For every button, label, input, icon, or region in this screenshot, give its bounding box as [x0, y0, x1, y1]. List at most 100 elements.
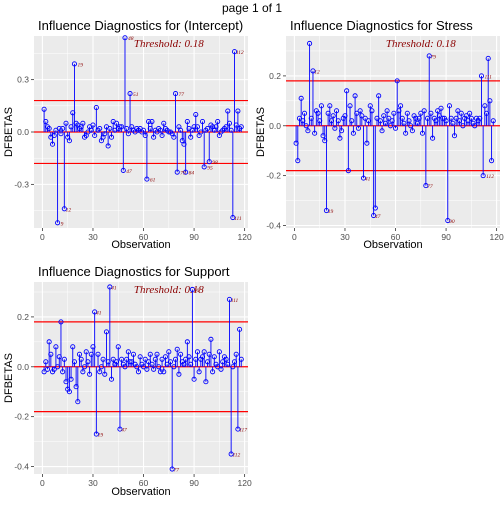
- support-point: [159, 356, 165, 362]
- stress-point: [320, 133, 326, 139]
- intercept-point: [149, 118, 155, 125]
- stress-point: [421, 108, 427, 114]
- intercept-point: [213, 124, 219, 130]
- stress-point: [352, 93, 358, 99]
- stress-point: [391, 110, 397, 116]
- intercept-point: [230, 214, 236, 221]
- stress-point: [418, 110, 424, 116]
- intercept-point: [43, 118, 49, 125]
- stress-point: [458, 110, 464, 116]
- support-point: [115, 344, 121, 350]
- chart-intercept: Influence Diagnostics for (Intercept) 9 12…: [0, 14, 252, 256]
- support-point: [51, 366, 57, 372]
- intercept-point-label: 112: [236, 50, 244, 56]
- stress-point: [443, 118, 449, 124]
- stress-point: [371, 212, 377, 219]
- stress-point: [367, 103, 373, 109]
- stress-point-label: 12: [314, 69, 320, 75]
- stress-plot-background: [286, 36, 500, 228]
- stress-point: [350, 130, 356, 136]
- stress-point: [408, 123, 414, 129]
- intercept-point: [235, 108, 241, 114]
- stress-ylabel: DFBETAS: [255, 107, 267, 157]
- stress-point: [318, 103, 324, 109]
- stress-point: [300, 118, 306, 124]
- intercept-point-label: 79: [180, 171, 186, 177]
- stress-point: [359, 113, 365, 119]
- stress-point: [308, 115, 314, 121]
- stress-point: [298, 95, 304, 101]
- intercept-point: [206, 159, 212, 165]
- intercept-point: [90, 122, 96, 128]
- stress-point-label: 77: [427, 184, 433, 190]
- support-point: [117, 426, 123, 432]
- stress-point: [460, 123, 466, 129]
- stress-point: [489, 158, 495, 164]
- intercept-point: [41, 106, 47, 112]
- stress-point: [315, 110, 321, 116]
- stress-point: [345, 168, 351, 174]
- support-point: [140, 364, 147, 370]
- stress-point: [453, 115, 459, 121]
- stress-point: [445, 217, 451, 224]
- intercept-point: [157, 127, 163, 133]
- stress-point: [419, 130, 426, 136]
- support-point: [58, 319, 64, 325]
- intercept-point: [159, 132, 165, 139]
- stress-point-label: 47: [375, 213, 381, 220]
- stress-point: [455, 108, 461, 114]
- support-point: [218, 366, 224, 372]
- support-ytick-label: -0.4: [14, 462, 29, 472]
- intercept-threshold-text: Threshold: 0.18: [134, 38, 204, 50]
- support-point: [171, 364, 177, 370]
- stress-point: [342, 113, 348, 119]
- stress-point: [409, 128, 415, 134]
- intercept-point: [151, 134, 157, 140]
- support-point: [225, 361, 231, 367]
- support-point: [215, 364, 221, 370]
- intercept-point: [105, 143, 111, 149]
- support-point: [124, 356, 130, 362]
- support-point: [68, 376, 74, 382]
- support-point: [46, 339, 52, 345]
- support-point: [210, 369, 216, 375]
- stress-xtick-label: 120: [490, 232, 504, 242]
- intercept-point: [117, 124, 123, 130]
- intercept-xtick-label: 0: [40, 232, 45, 242]
- stress-point: [487, 98, 493, 104]
- intercept-point: [215, 118, 221, 125]
- stress-point: [381, 113, 387, 119]
- stress-point: [457, 118, 463, 124]
- support-xtick-label: 90: [189, 478, 199, 488]
- support-point: [233, 351, 239, 357]
- intercept-point: [80, 120, 86, 126]
- support-point: [142, 356, 148, 362]
- stress-point: [347, 103, 353, 109]
- support-point: [167, 359, 174, 365]
- intercept-point: [60, 125, 66, 132]
- stress-point: [303, 123, 309, 129]
- intercept-point: [55, 220, 61, 226]
- support-point-label: 90: [194, 288, 200, 294]
- stress-point: [369, 108, 375, 114]
- stress-point: [438, 105, 444, 111]
- stress-title: Influence Diagnostics for Stress: [290, 18, 473, 33]
- support-point: [122, 364, 128, 370]
- support-point: [41, 369, 47, 375]
- stress-point: [386, 115, 392, 121]
- stress-point: [463, 113, 469, 119]
- stress-point: [426, 53, 432, 59]
- intercept-point: [51, 132, 57, 139]
- stress-point: [404, 110, 410, 116]
- support-point: [130, 351, 136, 357]
- support-point: [93, 431, 99, 437]
- support-point: [235, 426, 241, 432]
- intercept-point-label: 84: [189, 170, 195, 177]
- intercept-point: [102, 131, 108, 137]
- support-point-label: 19: [98, 433, 104, 439]
- support-point: [226, 296, 233, 303]
- support-point: [176, 371, 182, 377]
- support-point-label: 112: [232, 453, 240, 459]
- intercept-point: [199, 118, 206, 125]
- intercept-point: [225, 108, 231, 114]
